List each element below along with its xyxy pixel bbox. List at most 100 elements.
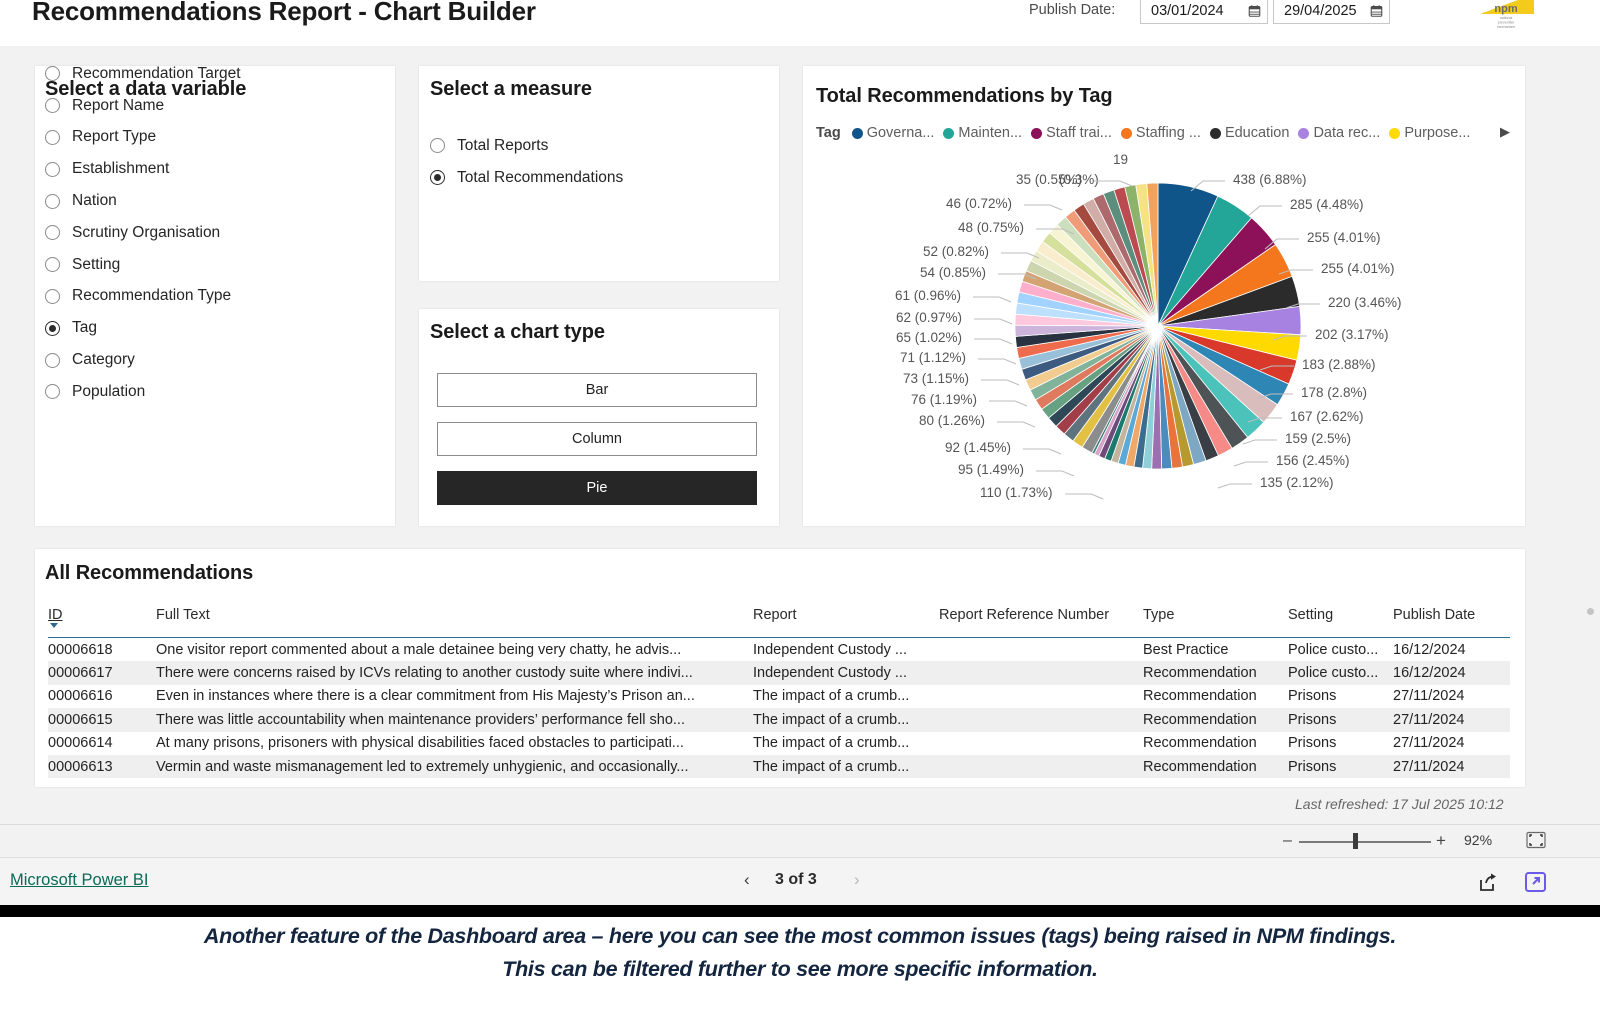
legend-item-label: Staffing ... xyxy=(1135,125,1201,141)
open-in-new-icon[interactable] xyxy=(1524,870,1548,894)
data-variable-radio-group[interactable]: Recommendation Target Report Name Report T… xyxy=(45,58,241,408)
previous-page-icon[interactable]: ‹ xyxy=(744,870,750,889)
radio-icon[interactable] xyxy=(45,352,60,368)
legend-item-3[interactable]: Staffing ... xyxy=(1120,125,1201,141)
next-page-icon[interactable]: › xyxy=(854,870,860,889)
table-column-header[interactable]: ID xyxy=(48,605,156,628)
zoom-slider-track[interactable] xyxy=(1299,841,1431,843)
pie-data-label: 52 (0.82%) xyxy=(923,244,990,259)
radio-icon[interactable] xyxy=(45,225,60,241)
radio-label: Total Recommendations xyxy=(457,168,624,186)
data-variable-option-nation[interactable]: Nation xyxy=(45,185,241,217)
zoom-slider-thumb[interactable] xyxy=(1353,833,1358,849)
radio-icon[interactable] xyxy=(430,138,445,154)
pie-chart-svg[interactable] xyxy=(803,150,1525,520)
radio-label: Recommendation Type xyxy=(72,287,232,305)
zoom-out-button[interactable]: – xyxy=(1283,832,1292,849)
data-variable-option-recommendation-type[interactable]: Recommendation Type xyxy=(45,281,241,313)
pie-data-label: 48 (0.75%) xyxy=(958,220,1025,235)
data-variable-option-scrutiny-organisation[interactable]: Scrutiny Organisation xyxy=(45,217,241,249)
fit-to-screen-icon[interactable] xyxy=(1526,831,1546,849)
table-cell-publish-date: 27/11/2024 xyxy=(1393,735,1465,752)
table-cell-full-text: At many prisons, prisoners with physical… xyxy=(156,735,684,752)
table-column-header[interactable]: Report Reference Number xyxy=(939,607,1110,623)
radio-icon[interactable] xyxy=(45,129,60,145)
table-cell-setting: Police custo... xyxy=(1288,665,1379,682)
share-icon[interactable] xyxy=(1477,871,1499,893)
pie-slice[interactable] xyxy=(1146,182,1159,327)
data-variable-option-category[interactable]: Category xyxy=(45,344,241,376)
pie-data-label: 110 (1.73%) xyxy=(980,485,1053,500)
zoom-in-button[interactable]: + xyxy=(1436,831,1446,850)
legend-item-5[interactable]: Data rec... xyxy=(1298,125,1380,141)
chart-type-column-button[interactable]: Column xyxy=(437,422,757,456)
zoom-toolbar: – + 92% xyxy=(0,824,1600,857)
chart-type-pie-button[interactable]: Pie xyxy=(437,471,757,505)
calendar-icon[interactable] xyxy=(1370,4,1383,18)
page-indicator: 3 of 3 xyxy=(775,871,817,888)
data-variable-option-setting[interactable]: Setting xyxy=(45,249,241,281)
table-column-header[interactable]: Publish Date xyxy=(1393,607,1476,623)
table-cell-type: Recommendation xyxy=(1143,665,1257,682)
radio-icon[interactable] xyxy=(45,98,60,114)
data-variable-option-report-type[interactable]: Report Type xyxy=(45,122,241,154)
legend-item-6[interactable]: Purpose... xyxy=(1389,125,1470,141)
table-column-header[interactable]: Setting xyxy=(1288,607,1334,623)
table-row[interactable]: 00006618 One visitor report commented abo… xyxy=(48,638,1510,661)
table-row[interactable]: 00006615 There was little accountability … xyxy=(48,708,1510,732)
table-cell-id: 00006615 xyxy=(48,711,113,728)
table-scrollbar[interactable] xyxy=(1587,608,1594,615)
chart-type-bar-button[interactable]: Bar xyxy=(437,373,757,407)
radio-label: Recommendation Target xyxy=(72,64,241,82)
measure-radio-group[interactable]: Total Reports Total Recommendations xyxy=(430,130,623,194)
legend-item-0[interactable]: Governa... xyxy=(851,125,934,141)
table-column-header[interactable]: Type xyxy=(1143,607,1175,623)
chart-title: Total Recommendations by Tag xyxy=(816,85,1113,107)
radio-icon[interactable] xyxy=(45,66,60,82)
measure-option-total-recommendations[interactable]: Total Recommendations xyxy=(430,162,623,194)
publish-date-to-field[interactable]: 29/04/2025 xyxy=(1273,0,1390,24)
microsoft-power-bi-link[interactable]: Microsoft Power BI xyxy=(10,871,149,889)
radio-icon[interactable] xyxy=(45,288,60,304)
legend-color-dot xyxy=(943,127,955,139)
table-row[interactable]: 00006617 There were concerns raised by IC… xyxy=(48,661,1510,685)
table-row[interactable]: 00006614 At many prisons, prisoners with … xyxy=(48,732,1510,755)
table-cell-report: The impact of a crumb... xyxy=(753,688,910,705)
select-data-variable-title: Select a data variable xyxy=(45,78,247,100)
radio-icon[interactable] xyxy=(45,257,60,273)
legend-color-dot xyxy=(1209,127,1221,139)
zoom-percentage: 92% xyxy=(1464,832,1493,848)
data-variable-option-tag[interactable]: Tag xyxy=(45,312,241,344)
radio-icon[interactable] xyxy=(45,384,60,400)
table-cell-id: 00006614 xyxy=(48,735,113,752)
table-header-row[interactable]: ID Full Text Report Report Reference Number… xyxy=(48,605,1510,638)
table-row[interactable]: 00006613 Vermin and waste mismanagement l… xyxy=(48,754,1510,779)
data-variable-option-report-name[interactable]: Report Name xyxy=(45,90,241,122)
legend-next-arrow-icon[interactable]: ▶ xyxy=(1500,124,1510,139)
radio-icon[interactable] xyxy=(45,193,60,209)
table-column-header[interactable]: Report xyxy=(753,607,797,623)
legend-item-4[interactable]: Education xyxy=(1209,125,1289,141)
data-variable-option-population[interactable]: Population xyxy=(45,376,241,408)
radio-icon[interactable] xyxy=(430,170,445,186)
select-data-variable-card xyxy=(35,66,395,526)
table-row[interactable]: 00006616 Even in instances where there is… xyxy=(48,685,1510,708)
recommendations-table[interactable]: ID Full Text Report Report Reference Number… xyxy=(48,605,1510,780)
legend-item-1[interactable]: Mainten... xyxy=(943,125,1022,141)
pie-data-label: 135 (2.12%) xyxy=(1260,475,1334,490)
calendar-icon[interactable] xyxy=(1248,4,1261,18)
data-variable-option-establishment[interactable]: Establishment xyxy=(45,153,241,185)
pie-data-label: 285 (4.48%) xyxy=(1290,197,1364,212)
table-body[interactable]: 00006618 One visitor report commented abo… xyxy=(48,638,1510,779)
table-column-header[interactable]: Full Text xyxy=(156,607,210,623)
radio-label: Establishment xyxy=(72,160,170,178)
radio-icon[interactable] xyxy=(45,161,60,177)
table-cell-publish-date: 16/12/2024 xyxy=(1393,665,1466,682)
sort-descending-icon xyxy=(50,623,58,628)
publish-date-from-field[interactable]: 03/01/2024 xyxy=(1140,0,1268,24)
pie-chart[interactable]: 438 (6.88%) 285 (4.48%) 255 (4.01%) 255 (4.… xyxy=(803,150,1525,520)
radio-icon[interactable] xyxy=(45,320,60,336)
legend-item-2[interactable]: Staff trai... xyxy=(1031,125,1112,141)
data-variable-option-recommendation-target[interactable]: Recommendation Target xyxy=(45,58,241,90)
measure-option-total-reports[interactable]: Total Reports xyxy=(430,130,623,162)
